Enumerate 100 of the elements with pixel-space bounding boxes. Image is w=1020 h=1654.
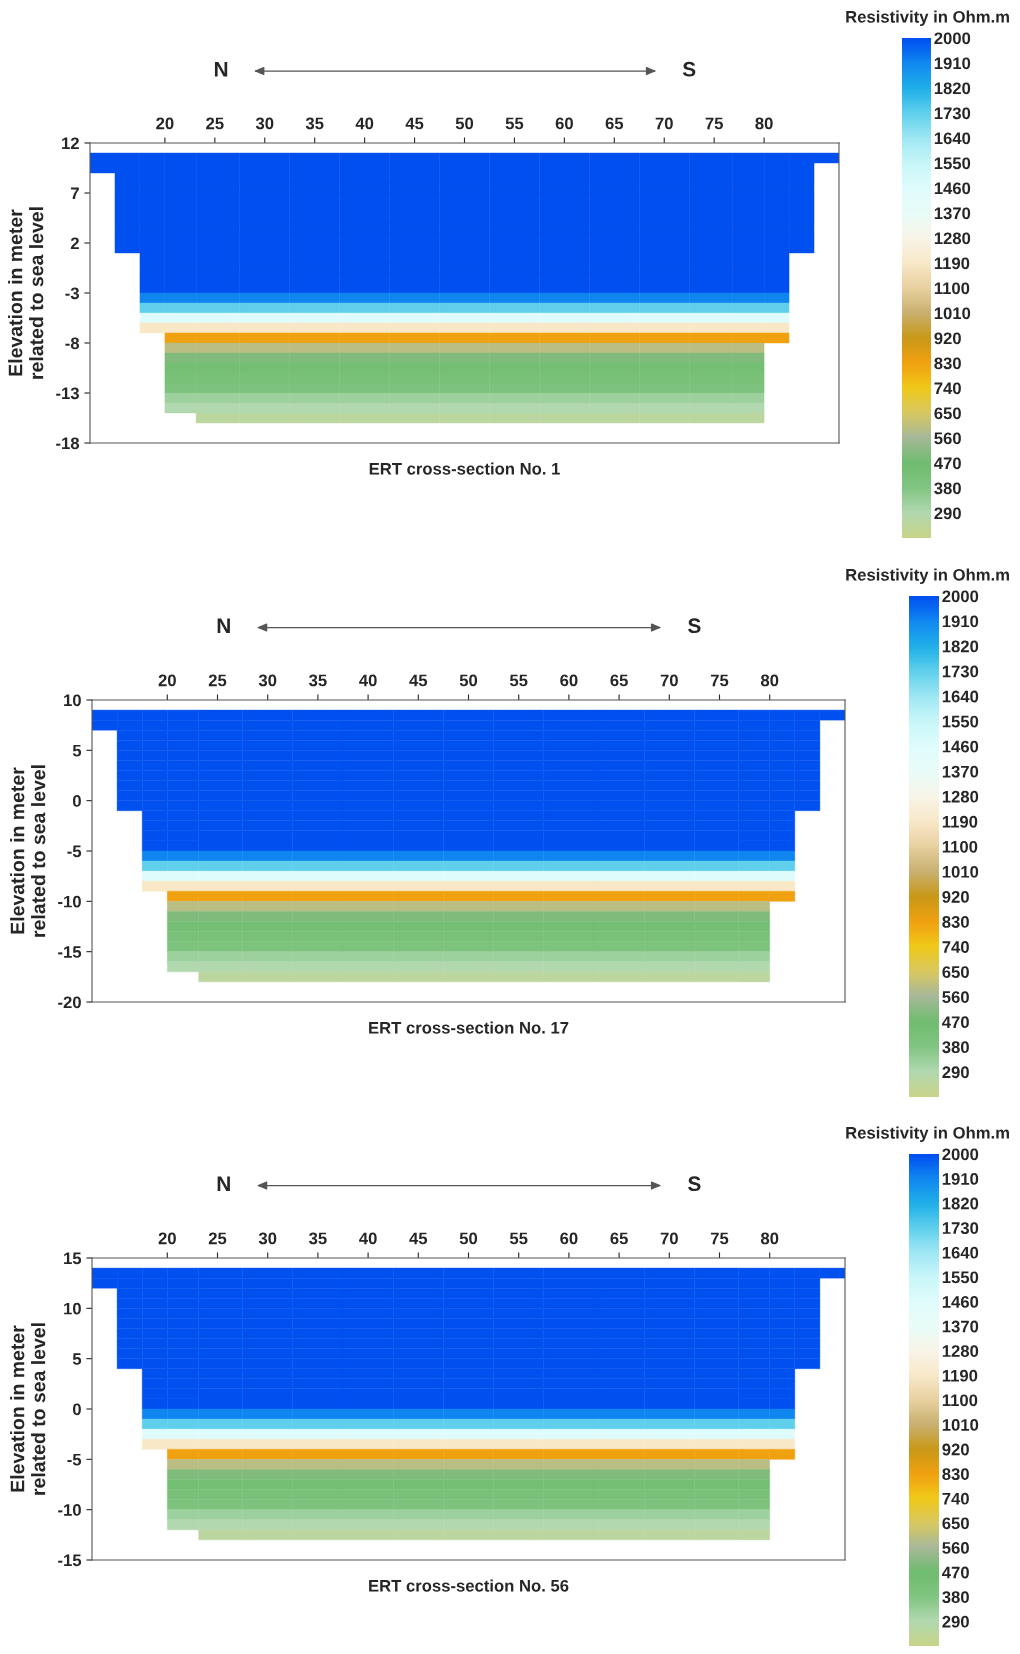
color-bar-label: 1550 [942,1271,979,1284]
text: S [688,1176,701,1192]
color-bar-label: 1190 [942,815,978,828]
color-bar-label: 1280 [934,232,971,245]
color-bar-label: 650 [934,407,961,420]
x-tick-label: 75 [705,117,723,130]
color-bar-label: 1910 [934,57,971,70]
color-bar-label: 650 [942,1517,969,1530]
color-bar-label: 560 [942,1542,969,1554]
y-tick-label: -10 [58,895,81,908]
color-bar-label: 740 [934,382,961,395]
color-bar-label: 1460 [934,182,971,195]
text: S [688,618,701,634]
x-tick-label: 40 [359,674,377,687]
x-tick-label: 65 [610,1232,628,1245]
color-bar-label: 1550 [934,157,971,170]
color-bar-label: 1100 [934,282,970,295]
x-axis-title: ERT cross-section No. 56 [369,1579,569,1592]
color-bar-label: 1910 [942,615,979,628]
color-bar-label: 1010 [942,1419,979,1431]
color-bar-label: 1280 [942,1345,979,1357]
text: N [217,1176,230,1191]
x-tick-label: 40 [355,117,374,130]
color-bar-label: 2000 [942,1148,979,1161]
color-bar-label: 1820 [942,1197,979,1210]
color-bar-label: 290 [934,507,961,520]
y-tick-label: -5 [67,845,82,858]
x-tick-label: 80 [760,1232,779,1245]
color-bar-label: 830 [942,916,969,928]
color-bar-label: 2000 [934,32,971,45]
x-tick-label: 80 [760,674,779,687]
color-bar-label: 740 [942,1492,969,1505]
color-bar-label: 1460 [942,1296,979,1308]
x-tick-label: 55 [505,117,524,130]
color-bar-label: 1010 [934,307,971,320]
color-bar-label: 650 [942,966,969,978]
x-tick-label: 25 [206,117,224,130]
color-bar-label: 560 [934,432,961,445]
y-tick-label: -3 [65,287,79,300]
color-bar-label: 1280 [942,790,979,803]
color-bar-label: 1640 [934,132,971,145]
color-bar-title: Resistivity in Ohm.m [846,10,1009,26]
color-bar-label: 1010 [942,865,979,878]
y-tick-label: 0 [72,1403,81,1416]
y-tick-label: 15 [64,1252,82,1265]
color-bar-label: 380 [934,482,961,495]
x-axis-title: ERT cross-section No. 17 [369,1021,569,1034]
x-tick-label: 35 [305,117,324,130]
x-tick-label: 40 [359,1232,377,1245]
color-bar-label: 380 [942,1041,969,1054]
color-bar-label: 1190 [942,1369,978,1382]
x-tick-label: 55 [509,674,528,687]
y-tick-label: -5 [67,1453,82,1466]
color-bar-label: 1550 [942,715,979,728]
x-tick-label: 45 [409,1232,428,1245]
x-tick-label: 70 [655,117,673,130]
color-bar-label: 1730 [942,665,979,678]
x-tick-label: 20 [156,117,174,130]
color-bar-label: 560 [942,991,969,1003]
color-bar-label: 470 [942,1566,969,1579]
x-tick-label: 70 [660,1232,678,1245]
y-tick-label: -8 [65,337,80,350]
y-tick-label: 2 [70,237,79,250]
color-bar-label: 1370 [934,207,971,220]
y-tick-label: -15 [58,1554,82,1567]
text: S [682,61,696,77]
y-tick-label: -18 [56,437,80,450]
x-tick-label: 30 [258,1232,277,1245]
y-tick-label: -20 [58,996,81,1009]
x-tick-label: 60 [560,1232,578,1245]
x-tick-label: 50 [455,117,474,130]
color-bar-label: 740 [942,941,969,953]
color-bar-label: 2000 [942,590,979,603]
color-bar-label: 470 [942,1016,969,1029]
color-bar-label: 1730 [942,1222,979,1235]
color-bar-label: 1640 [942,690,979,703]
y-tick-label: -15 [58,946,82,958]
color-bar-title: Resistivity in Ohm.m [846,1126,1009,1142]
x-tick-label: 25 [208,674,227,687]
x-tick-label: 35 [309,1232,327,1245]
x-tick-label: 20 [158,674,176,687]
color-bar-label: 920 [942,1443,969,1456]
x-tick-label: 65 [605,117,624,130]
x-tick-label: 60 [555,117,573,130]
y-tick-label: 0 [72,795,81,807]
x-tick-label: 35 [309,674,327,687]
y-tick-label: 10 [64,1302,81,1315]
x-axis-title: ERT cross-section No. 1 [369,462,560,475]
x-tick-label: 70 [660,674,678,687]
text: N [217,618,230,633]
y-tick-label: -10 [58,1504,81,1516]
text: N [214,62,228,77]
color-bar-label: 830 [934,357,961,370]
color-bar-label: 1370 [942,1320,979,1333]
y-axis-title: Elevation in meter related to sea level [10,1323,46,1495]
color-bar-label: 830 [942,1468,969,1481]
y-axis-title: Elevation in meter related to sea level [8,207,44,379]
x-tick-label: 50 [459,1232,478,1245]
color-bar-label: 1370 [942,765,979,778]
x-tick-label: 30 [255,117,274,130]
